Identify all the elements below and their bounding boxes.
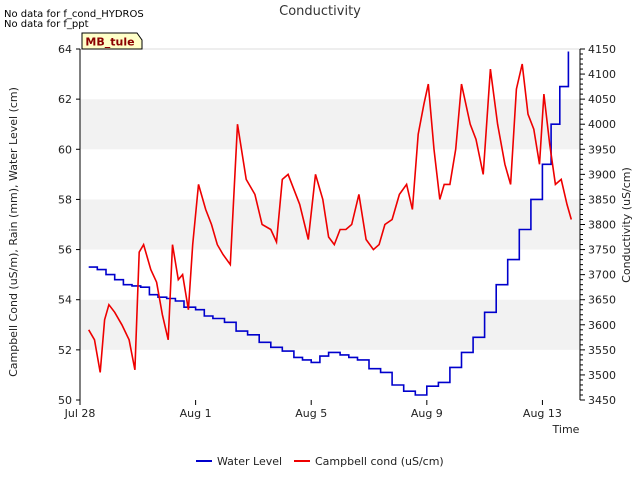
right-axis-ticks: 3450 3500 3550 3600 3650 3700 3750 3800 3850 3900…: [580, 43, 616, 407]
x-axis-tick-label: Aug 13: [523, 407, 562, 420]
background-band: [80, 99, 580, 150]
x-axis-label: Time: [552, 423, 580, 436]
background-band: [80, 149, 580, 200]
right-axis-tick-label: 3900: [588, 168, 616, 181]
background-bands: [80, 49, 580, 400]
left-axis-tick-label: 52: [58, 344, 72, 357]
left-axis-tick-label: 54: [58, 294, 72, 307]
right-axis-tick-label: 3650: [588, 294, 616, 307]
background-band: [80, 249, 580, 300]
right-axis-tick-label: 3800: [588, 219, 616, 232]
right-axis-tick-label: 3450: [588, 394, 616, 407]
left-axis-label: Campbell Cond (uS/m), Rain (mm), Water L…: [7, 87, 20, 377]
left-axis-tick-label: 58: [58, 193, 72, 206]
right-axis-tick-label: 4150: [588, 43, 616, 56]
right-axis-tick-label: 3550: [588, 344, 616, 357]
background-band: [80, 199, 580, 250]
x-axis-ticks: Jul 28 Aug 1 Aug 5 Aug 9 Aug 13: [64, 400, 562, 420]
x-axis-tick-label: Aug 9: [411, 407, 443, 420]
right-axis-tick-label: 3600: [588, 319, 616, 332]
no-data-note-ppt: No data for f_ppt: [4, 19, 89, 30]
legend-label-campbell-cond: Campbell cond (uS/cm): [315, 455, 444, 468]
left-axis-tick-label: 64: [58, 43, 72, 56]
x-axis-tick-label: Aug 5: [295, 407, 327, 420]
right-axis-tick-label: 4100: [588, 68, 616, 81]
right-axis-tick-label: 4000: [588, 118, 616, 131]
right-axis-tick-label: 3750: [588, 244, 616, 257]
right-axis-tick-label: 3500: [588, 369, 616, 382]
x-axis-tick-label: Aug 1: [180, 407, 212, 420]
x-axis-tick-label: Jul 28: [64, 407, 96, 420]
left-axis-ticks: 50 52 54 56 58 60 62 64: [58, 43, 80, 407]
chart-title: Conductivity: [279, 4, 361, 19]
left-axis-tick-label: 62: [58, 93, 72, 106]
background-band: [80, 349, 580, 400]
right-axis-tick-label: 3950: [588, 143, 616, 156]
no-data-note-cond: No data for f_cond_HYDROS: [4, 9, 144, 20]
series-line-campbell-cond: [88, 63, 573, 373]
right-axis-tick-label: 3700: [588, 269, 616, 282]
left-axis-tick-label: 56: [58, 244, 72, 257]
legend-label-water-level: Water Level: [217, 455, 282, 468]
series-line-water-level: [88, 51, 570, 396]
site-badge: MB_tule: [81, 32, 143, 50]
left-axis-tick-label: 60: [58, 143, 72, 156]
legend: Water Level Campbell cond (uS/cm): [196, 455, 444, 468]
right-axis-tick-label: 3850: [588, 193, 616, 206]
right-axis-label: Conductivity (uS/cm): [620, 167, 633, 283]
left-axis-tick-label: 50: [58, 394, 72, 407]
site-badge-shape: [81, 32, 143, 50]
background-band: [80, 49, 580, 100]
site-badge-label: MB_tule: [85, 36, 134, 49]
background-band: [80, 299, 580, 350]
right-axis-tick-label: 4050: [588, 93, 616, 106]
